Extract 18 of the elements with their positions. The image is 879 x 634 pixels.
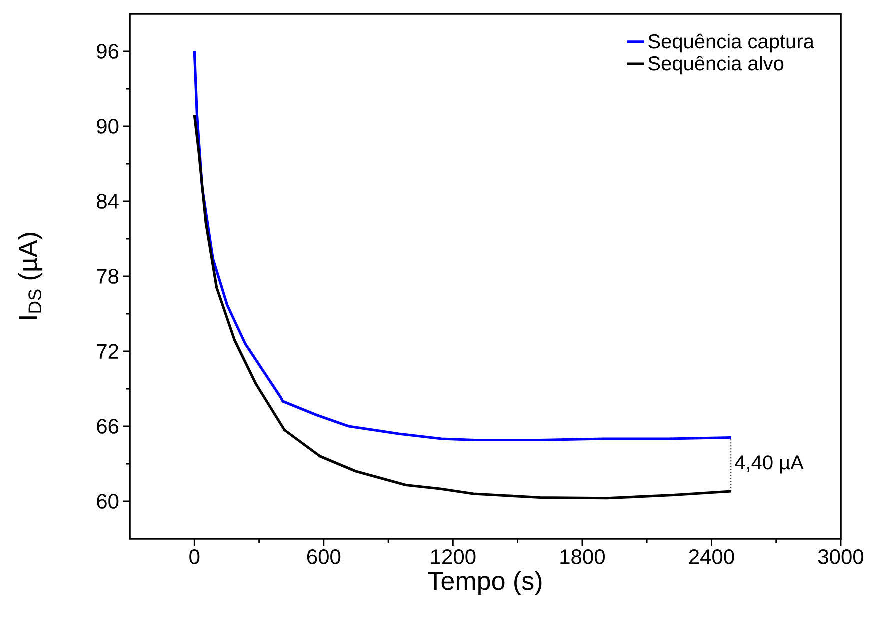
y-tick-label: 78: [97, 269, 119, 284]
y-tick-label: 66: [97, 419, 119, 434]
y-tick-label: 84: [97, 194, 119, 209]
y-axis-title: I$_{DS}$ (µA): [18, 233, 43, 320]
x-tick-label: 1200: [431, 550, 476, 564]
annotation: 4,40 µA: [735, 456, 804, 474]
y-tick-label: 72: [97, 344, 118, 359]
y-tick-label: 90: [97, 119, 119, 134]
x-tick-label: 0: [190, 550, 200, 564]
x-tick-label: 3000: [818, 550, 864, 564]
y-tick-label: 96: [97, 44, 119, 59]
y-tick-label: 60: [97, 494, 119, 509]
x-tick-label: 600: [307, 550, 341, 564]
x-tick-label: 1800: [560, 550, 605, 564]
x-axis-title: Tempo (s): [428, 571, 542, 596]
legend-label: Sequência alvo: [648, 56, 784, 75]
x-tick-label: 2400: [689, 550, 734, 564]
legend-label: Sequência captura: [648, 34, 814, 53]
